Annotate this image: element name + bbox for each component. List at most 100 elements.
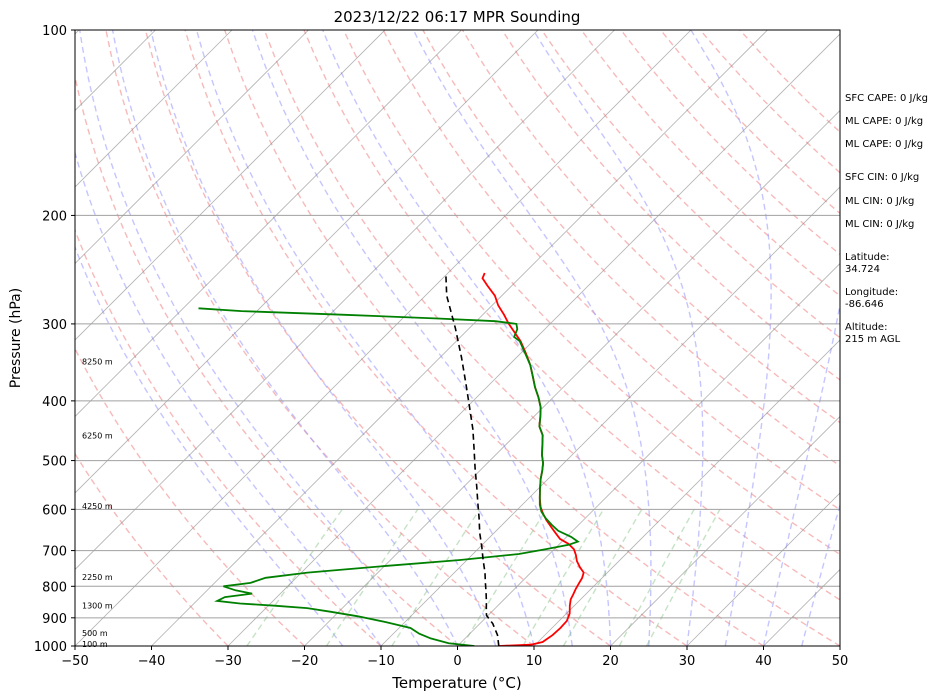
isotherm-line [610,415,840,646]
dry-adiabat [382,30,840,511]
parcel-path [445,275,500,646]
height-label: 2250 m [82,573,113,582]
x-tick-label: −40 [138,654,165,669]
y-tick-label: 1000 [34,640,67,655]
ml-cin-text: ML CIN: 0 J/kg [845,196,915,207]
background-lines [0,30,840,646]
height-label: 4250 m [82,502,113,511]
y-axis-label: Pressure (hPa) [8,288,24,388]
altitude-value: 215 m AGL [845,334,901,345]
isotherm-line [457,262,840,646]
isotherm-line [75,30,615,571]
latitude-label: Latitude: [845,252,890,263]
sounding-info-panel: SFC CAPE: 0 J/kg ML CAPE: 0 J/kg ML CAPE… [845,0,947,700]
isotherm-line [686,492,840,646]
moist-adiabat [79,30,420,646]
chart-title: 2023/12/22 06:17 MPR Sounding [334,8,581,26]
isotherm-line [75,30,692,646]
x-tick-label: 0 [453,654,461,669]
y-tick-label: 200 [42,209,67,224]
dry-adiabat [303,30,840,601]
x-axis: −50 −40 −30 −20 −10 0 10 20 30 40 50 [61,646,848,669]
isotherm-line [75,30,233,188]
moist-adiabat [532,30,704,646]
isotherm-line [75,30,309,265]
longitude-label: Longitude: [845,287,899,298]
ml-cape-text: ML CAPE: 0 J/kg [845,116,924,127]
y-tick-label: 100 [42,24,67,39]
moist-adiabat [111,30,459,646]
x-tick-label: 20 [602,654,619,669]
dry-adiabat [75,228,382,646]
isotherm-line [0,30,3,646]
isotherm-line [380,186,840,646]
mixing-ratio-line [562,508,643,646]
x-axis-label: Temperature (°C) [391,674,521,692]
isotherm-line [533,339,840,646]
dry-adiabat [580,30,840,297]
dry-adiabat [263,30,840,646]
dry-adiabat [75,73,458,646]
y-tick-label: 900 [42,612,67,627]
dry-adiabat [75,347,305,646]
moist-adiabat [251,30,573,646]
dry-adiabat [75,452,229,646]
mixing-ratio-line [522,508,605,646]
height-label: 100 m [82,640,108,649]
moist-adiabat [801,502,840,646]
moist-adiabat [75,245,344,646]
y-axis: 100 200 300 400 500 600 700 800 900 1000 [34,24,75,655]
x-tick-label: 30 [679,654,696,669]
moist-adiabat [150,30,497,646]
latitude-value: 34.724 [845,264,880,275]
x-tick-label: 50 [832,654,849,669]
isotherm-line [304,109,840,646]
moist-adiabat [690,30,772,646]
height-labels: 8250 m 6250 m 4250 m 2250 m 1300 m 500 m 100 m [82,357,113,649]
ml-cin-text-2: ML CIN: 0 J/kg [845,219,915,230]
isotherm-line [75,30,539,494]
ml-cape-text-2: ML CAPE: 0 J/kg [845,139,924,150]
height-label: 500 m [82,629,108,638]
height-label: 6250 m [82,431,113,440]
moist-adiabat [322,30,612,646]
moist-adiabat [75,150,382,646]
y-tick-label: 400 [42,395,67,410]
moist-adiabat [195,30,535,646]
x-tick-label: 40 [755,654,772,669]
dry-adiabat [342,30,840,556]
longitude-value: -86.646 [845,299,884,310]
x-tick-label: −10 [367,654,394,669]
isotherm-line [75,30,386,341]
dry-adiabat [184,30,688,646]
mixing-ratio-line [645,508,721,646]
dry-adiabat [224,30,764,646]
sfc-cin-text: SFC CIN: 0 J/kg [845,172,920,183]
sounding-traces [198,272,585,646]
y-tick-label: 300 [42,318,67,333]
y-tick-label: 500 [42,455,67,470]
moist-adiabat [762,301,840,646]
x-tick-label: −50 [61,654,88,669]
sfc-cape-text: SFC CAPE: 0 J/kg [845,93,928,104]
height-label: 1300 m [82,602,113,611]
altitude-label: Altitude: [845,322,888,333]
y-tick-label: 700 [42,545,67,560]
mixing-ratio-line [246,508,343,646]
moist-adiabat [412,30,652,646]
x-tick-label: −20 [291,654,318,669]
y-tick-label: 600 [42,503,67,518]
height-label: 8250 m [82,357,113,366]
mixing-ratio-line [461,508,547,646]
isotherm-line [75,30,462,418]
y-tick-label: 800 [42,580,67,595]
dewpoint-trace [198,307,580,646]
isotherm-line [151,30,768,646]
x-tick-label: 10 [526,654,543,669]
x-tick-label: −30 [214,654,241,669]
dry-adiabat [144,30,611,646]
isotherm-line [227,33,840,646]
temperature-trace [481,272,585,646]
dry-adiabat [105,30,535,646]
